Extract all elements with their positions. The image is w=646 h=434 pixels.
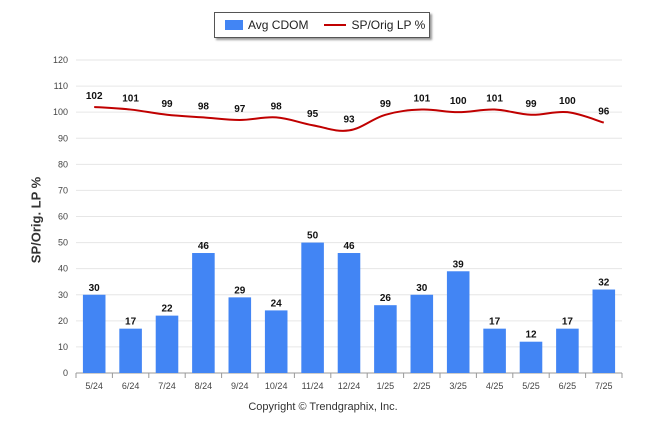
bar bbox=[446, 271, 470, 373]
line-data-label: 95 bbox=[307, 109, 319, 120]
x-tick-label: 8/24 bbox=[195, 381, 213, 391]
y-tick-label: 70 bbox=[58, 185, 68, 195]
bar-data-label: 17 bbox=[489, 317, 501, 328]
legend-item-bar: Avg CDOM bbox=[225, 18, 308, 32]
line-data-label: 100 bbox=[450, 96, 467, 107]
bar bbox=[337, 253, 361, 373]
y-tick-label: 120 bbox=[53, 55, 68, 65]
bar-data-label: 17 bbox=[125, 317, 137, 328]
y-tick-label: 80 bbox=[58, 159, 68, 169]
line-data-label: 101 bbox=[486, 94, 503, 105]
bar-data-label: 50 bbox=[307, 231, 319, 242]
bar bbox=[264, 310, 288, 373]
y-tick-label: 60 bbox=[58, 212, 68, 222]
line-data-label: 102 bbox=[86, 91, 103, 102]
x-tick-label: 1/25 bbox=[377, 381, 395, 391]
line-data-label: 93 bbox=[343, 114, 355, 125]
y-tick-label: 30 bbox=[58, 290, 68, 300]
x-tick-label: 5/25 bbox=[522, 381, 540, 391]
bar bbox=[519, 341, 543, 373]
line-data-label: 98 bbox=[198, 101, 210, 112]
x-tick-label: 7/25 bbox=[595, 381, 613, 391]
line-data-label: 96 bbox=[598, 107, 610, 118]
bar bbox=[556, 328, 579, 373]
bar-data-label: 17 bbox=[562, 317, 574, 328]
bar bbox=[119, 328, 142, 373]
y-tick-label: 0 bbox=[63, 368, 68, 378]
legend-bar-swatch bbox=[225, 20, 243, 30]
y-tick-label: 40 bbox=[58, 264, 68, 274]
bar bbox=[301, 242, 324, 373]
bar-data-label: 29 bbox=[234, 285, 246, 296]
bar-data-label: 12 bbox=[525, 330, 537, 341]
line-data-label: 100 bbox=[559, 96, 576, 107]
legend-line-label: SP/Orig LP % bbox=[351, 18, 426, 32]
x-tick-label: 11/24 bbox=[302, 381, 324, 391]
copyright-text: Copyright © Trendgraphix, Inc. bbox=[248, 401, 398, 413]
bar-data-label: 30 bbox=[416, 283, 428, 294]
legend-line-swatch bbox=[324, 24, 347, 26]
bar bbox=[192, 253, 215, 373]
bar bbox=[228, 297, 252, 373]
line-data-label: 97 bbox=[234, 104, 246, 115]
bar-data-label: 30 bbox=[89, 283, 101, 294]
y-tick-label: 110 bbox=[54, 81, 68, 91]
bar-data-label: 26 bbox=[380, 293, 392, 304]
x-tick-label: 3/25 bbox=[449, 381, 467, 391]
legend-bar-label: Avg CDOM bbox=[248, 18, 309, 32]
x-tick-label: 9/24 bbox=[231, 381, 249, 391]
line-data-label: 99 bbox=[525, 99, 537, 110]
bar-data-label: 24 bbox=[271, 298, 283, 309]
y-tick-label: 10 bbox=[58, 342, 68, 352]
bar bbox=[155, 315, 179, 373]
x-tick-label: 10/24 bbox=[265, 381, 288, 391]
bar bbox=[592, 289, 616, 373]
x-tick-label: 6/25 bbox=[559, 381, 577, 391]
bar bbox=[82, 294, 106, 373]
y-tick-label: 20 bbox=[58, 316, 68, 326]
line-data-label: 101 bbox=[413, 94, 430, 105]
x-tick-label: 7/24 bbox=[158, 381, 176, 391]
x-tick-label: 5/24 bbox=[85, 381, 103, 391]
line-data-label: 101 bbox=[122, 94, 139, 105]
bar bbox=[410, 294, 434, 373]
y-tick-label: 50 bbox=[58, 238, 68, 248]
x-tick-label: 2/25 bbox=[413, 381, 431, 391]
x-tick-label: 6/24 bbox=[122, 381, 140, 391]
bar-data-label: 22 bbox=[161, 304, 173, 315]
bar bbox=[374, 305, 397, 373]
bar bbox=[483, 328, 506, 373]
line-data-label: 99 bbox=[161, 99, 173, 110]
legend-item-line: SP/Orig LP % bbox=[324, 18, 425, 32]
bar-data-label: 39 bbox=[453, 259, 465, 270]
y-tick-label: 100 bbox=[53, 107, 68, 117]
bar-data-label: 46 bbox=[198, 241, 210, 252]
line-data-label: 98 bbox=[271, 101, 283, 112]
x-tick-label: 12/24 bbox=[338, 381, 361, 391]
x-tick-label: 4/25 bbox=[486, 381, 504, 391]
y-tick-label: 90 bbox=[58, 133, 68, 143]
line-data-label: 99 bbox=[380, 99, 392, 110]
bar-data-label: 46 bbox=[343, 241, 355, 252]
legend: Avg CDOM SP/Orig LP % bbox=[214, 12, 430, 38]
series-line bbox=[94, 105, 605, 132]
bar-data-label: 32 bbox=[598, 278, 610, 289]
